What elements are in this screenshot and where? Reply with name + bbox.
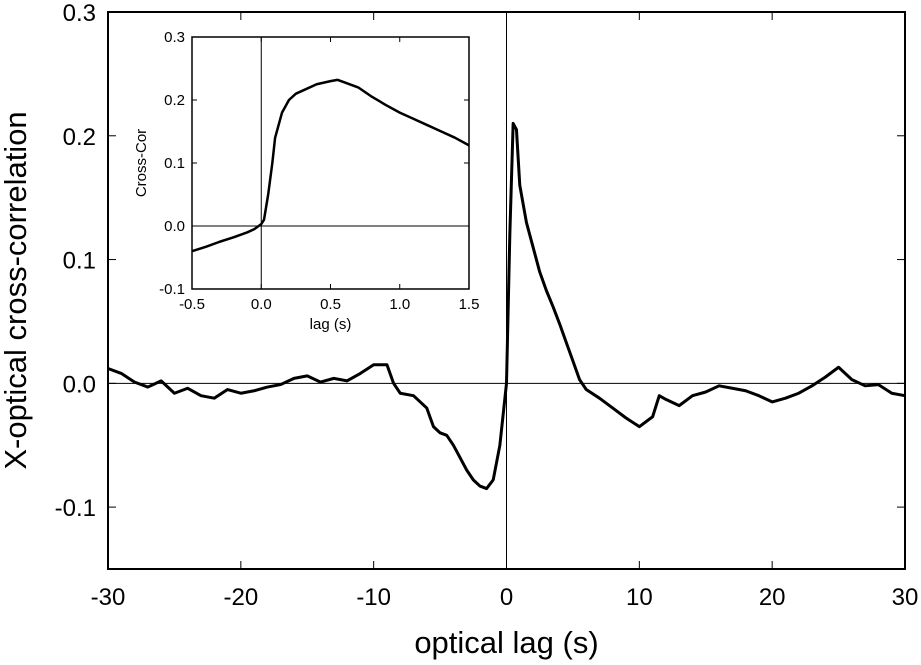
inset-reference-lines xyxy=(192,37,469,289)
inset-x-axis-label: lag (s) xyxy=(310,316,352,333)
inset-x-tick-label: 1.0 xyxy=(389,296,410,313)
inset-y-tick-label: 0.2 xyxy=(164,92,185,109)
main-y-axis-label: X-optical cross-correlation xyxy=(0,111,33,469)
inset-x-tick-label: -0.5 xyxy=(179,296,205,313)
main-x-tick-label: -30 xyxy=(91,584,126,611)
main-x-tick-label: -10 xyxy=(356,584,391,611)
inset-y-tick-label: 0.1 xyxy=(164,155,185,172)
main-y-tick-label: 0.1 xyxy=(63,248,96,275)
inset-y-tick-label: 0.0 xyxy=(164,218,185,235)
inset-x-tick-label: 1.5 xyxy=(459,296,480,313)
inset-y-tick-label: 0.3 xyxy=(164,29,185,46)
inset-plot: -0.5 0.0 0.5 1.0 1.5 -0.1 0.0 0.1 0.2 0.3 lag (s… xyxy=(133,29,479,333)
main-y-tick-label: 0.3 xyxy=(63,0,96,27)
main-x-axis-ticks: -30 -20 -10 0 10 20 30 xyxy=(91,12,919,611)
main-x-tick-label: 10 xyxy=(626,584,653,611)
inset-y-axis-ticks: -0.1 0.0 0.1 0.2 0.3 xyxy=(159,29,469,298)
inset-series-line xyxy=(191,78,470,253)
main-x-tick-label: 30 xyxy=(892,584,919,611)
main-data-line-0 xyxy=(107,121,906,491)
main-x-tick-label: 20 xyxy=(759,584,786,611)
inset-y-tick-label: -0.1 xyxy=(159,281,185,298)
main-x-tick-label: 0 xyxy=(500,584,513,611)
inset-x-tick-label: 0.5 xyxy=(320,296,341,313)
inset-background xyxy=(192,37,469,289)
main-x-tick-label: -20 xyxy=(223,584,258,611)
main-y-tick-label: 0.0 xyxy=(63,371,96,398)
main-y-tick-label: 0.2 xyxy=(63,124,96,151)
main-x-axis-label: optical lag (s) xyxy=(414,625,598,660)
inset-x-axis-ticks: -0.5 0.0 0.5 1.0 1.5 xyxy=(179,37,479,313)
main-y-tick-label: -0.1 xyxy=(55,495,96,522)
inset-y-axis-label: Cross-Cor xyxy=(133,129,150,197)
inset-data-line-0 xyxy=(191,78,470,253)
inset-x-tick-label: 0.0 xyxy=(251,296,272,313)
main-y-axis-ticks: -0.1 0.0 0.1 0.2 0.3 xyxy=(55,0,905,522)
main-series-line xyxy=(107,121,906,491)
